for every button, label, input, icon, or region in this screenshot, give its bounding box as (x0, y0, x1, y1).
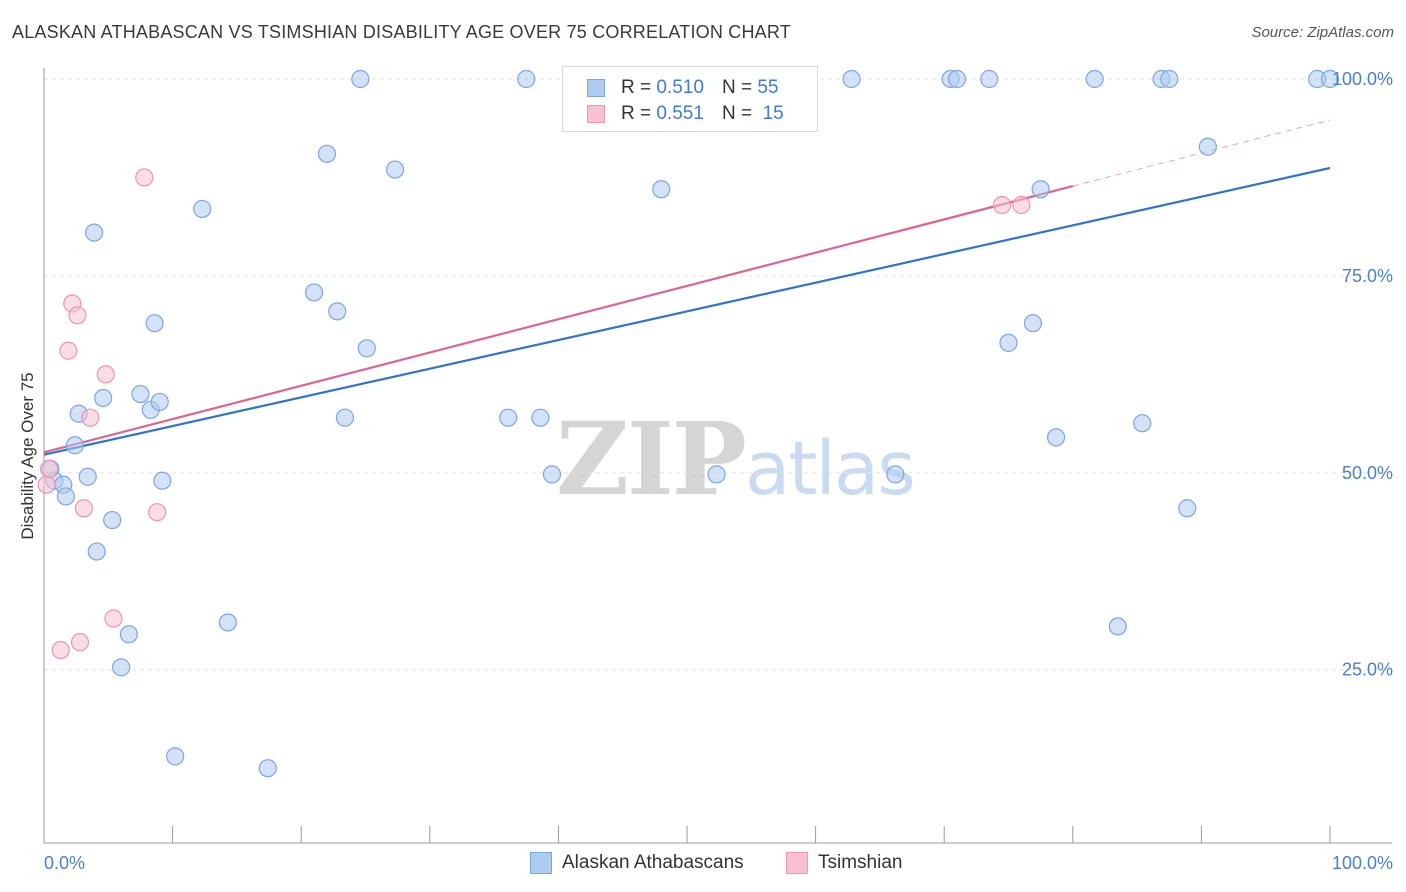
point-alaskan-athabascans (131, 384, 150, 404)
y-tick-label: 100.0% (1332, 69, 1393, 89)
r-label: R = (621, 103, 652, 124)
n-label: N = (721, 103, 753, 124)
point-alaskan-athabascans (94, 388, 113, 408)
point-alaskan-athabascans (1085, 69, 1104, 89)
data-points (37, 69, 1340, 778)
point-alaskan-athabascans (1108, 617, 1127, 636)
series-legend: Alaskan Athabascans Tsimshian (0, 852, 1406, 878)
grid-lines (44, 78, 1392, 671)
point-alaskan-athabascans (150, 392, 169, 412)
point-alaskan-athabascans (499, 408, 518, 427)
series-1-swatch (587, 79, 605, 97)
y-tick-label: 75.0% (1342, 266, 1393, 286)
point-alaskan-athabascans (218, 613, 237, 632)
point-tsimshian (51, 640, 70, 660)
watermark: ZIPatlas (556, 400, 916, 518)
legend-swatch-tsimshian (786, 852, 808, 874)
stats-legend-row-2: R = 0.551 N = 15 (587, 101, 784, 127)
stats-legend: R = 0.510 N = 55 R = 0.551 N = 15 (562, 66, 818, 132)
point-alaskan-athabascans (85, 223, 104, 242)
point-alaskan-athabascans (531, 408, 550, 427)
point-alaskan-athabascans (542, 465, 562, 484)
point-alaskan-athabascans (351, 69, 370, 89)
point-tsimshian (96, 365, 115, 384)
point-tsimshian (59, 341, 78, 360)
point-alaskan-athabascans (335, 408, 355, 427)
point-alaskan-athabascans (119, 625, 138, 644)
point-alaskan-athabascans (328, 302, 347, 321)
r-value: 0.510 (656, 77, 704, 98)
trendline-2 (43, 185, 1074, 454)
chart-title: ALASKAN ATHABASCAN VS TSIMSHIAN DISABILI… (12, 22, 791, 42)
point-tsimshian (148, 503, 167, 522)
point-alaskan-athabascans (87, 542, 106, 561)
legend-label-alaskan-athabascans: Alaskan Athabascans (562, 852, 744, 873)
point-alaskan-athabascans (842, 69, 861, 89)
series-2-swatch (587, 105, 605, 123)
point-alaskan-athabascans (385, 160, 405, 179)
point-alaskan-athabascans (652, 180, 671, 199)
point-alaskan-athabascans (193, 199, 212, 219)
x-tick-label-min: 0.0% (44, 853, 85, 873)
source-label: Source: ZipAtlas.com (1251, 24, 1394, 41)
legend-item-tsimshian: Tsimshian (786, 852, 902, 874)
point-tsimshian (135, 168, 154, 187)
point-alaskan-athabascans (1023, 314, 1043, 333)
watermark-atlas: atlas (744, 426, 916, 512)
y-tick-label: 25.0% (1342, 660, 1393, 680)
trendline-1 (43, 166, 1331, 456)
point-alaskan-athabascans (1133, 414, 1152, 433)
point-tsimshian (74, 499, 93, 518)
tick-labels: 25.0% 50.0% 75.0% 100.0% 0.0% 100.0% (44, 69, 1393, 873)
stats-legend-row-1: R = 0.510 N = 55 (587, 75, 778, 101)
point-tsimshian (68, 306, 87, 325)
n-label: N = (721, 77, 753, 98)
point-tsimshian (40, 459, 59, 478)
point-alaskan-athabascans (153, 471, 172, 490)
point-alaskan-athabascans (1160, 69, 1179, 89)
legend-swatch-alaskan-athabascans (530, 852, 552, 874)
trendlines (43, 119, 1331, 456)
point-alaskan-athabascans (886, 465, 905, 484)
point-alaskan-athabascans (1031, 180, 1050, 199)
n-value: 55 (757, 77, 779, 98)
point-alaskan-athabascans (65, 436, 84, 455)
point-alaskan-athabascans (1320, 69, 1340, 89)
point-alaskan-athabascans (145, 314, 164, 333)
point-alaskan-athabascans (78, 467, 97, 486)
point-alaskan-athabascans (1046, 428, 1066, 447)
axes (43, 68, 1392, 844)
point-alaskan-athabascans (357, 339, 376, 358)
point-alaskan-athabascans (258, 759, 277, 778)
point-alaskan-athabascans (999, 333, 1018, 352)
point-tsimshian (1012, 195, 1031, 215)
point-alaskan-athabascans (707, 465, 726, 484)
legend-label-tsimshian: Tsimshian (818, 852, 903, 873)
y-tick-label: 50.0% (1342, 463, 1393, 483)
point-alaskan-athabascans (317, 144, 337, 163)
legend-item-alaskan-athabascans: Alaskan Athabascans (530, 852, 744, 874)
point-alaskan-athabascans (56, 487, 75, 506)
point-alaskan-athabascans (1178, 499, 1197, 518)
r-label: R = (621, 77, 652, 98)
watermark-zip: ZIP (556, 400, 747, 518)
n-value: 15 (762, 103, 784, 124)
point-alaskan-athabascans (166, 747, 185, 766)
point-alaskan-athabascans (304, 283, 324, 302)
point-tsimshian (37, 475, 56, 494)
point-alaskan-athabascans (980, 69, 999, 89)
point-alaskan-athabascans (1198, 137, 1217, 156)
point-tsimshian (70, 633, 90, 652)
point-alaskan-athabascans (517, 69, 536, 89)
x-tick-label-max: 100.0% (1332, 853, 1393, 873)
r-value: 0.551 (656, 103, 704, 124)
point-tsimshian (104, 609, 123, 628)
point-alaskan-athabascans (947, 69, 967, 89)
point-alaskan-athabascans (112, 658, 131, 677)
point-tsimshian (992, 195, 1012, 215)
point-alaskan-athabascans (103, 510, 122, 530)
point-tsimshian (81, 408, 100, 427)
